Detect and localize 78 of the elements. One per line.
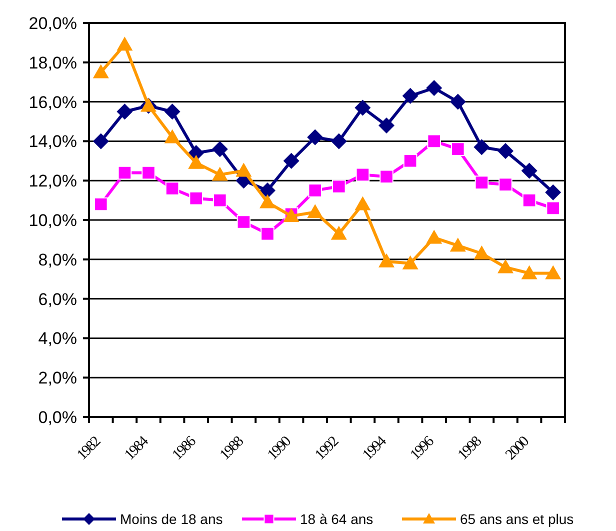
point [378, 117, 394, 134]
point [116, 36, 133, 51]
point [474, 176, 489, 190]
point [402, 255, 418, 270]
point [545, 265, 562, 280]
point [451, 142, 465, 156]
point [164, 129, 180, 144]
x-tick-label: 1994 [360, 433, 390, 464]
x-tick-label: 1982 [74, 434, 104, 464]
point [260, 182, 276, 198]
point [236, 162, 252, 177]
y-tick-label: 6,0% [38, 290, 77, 309]
y-tick-label: 4,0% [38, 329, 77, 348]
point [260, 226, 274, 241]
y-tick-label: 16,0% [28, 92, 77, 112]
point [450, 238, 466, 252]
point [188, 154, 204, 169]
y-tick-label: 12,0% [28, 172, 77, 191]
y-tick-label: 20,0% [28, 14, 77, 33]
point [164, 104, 180, 120]
point [378, 253, 394, 268]
point [330, 226, 347, 240]
point [92, 64, 109, 78]
point [283, 152, 300, 169]
point [450, 94, 466, 110]
point [116, 104, 133, 120]
point [546, 201, 560, 216]
x-tick-label: 1998 [455, 434, 485, 464]
point [307, 129, 324, 146]
legend-label: 65 ans ans et plus [460, 510, 574, 527]
point [212, 141, 228, 158]
x-tick-label: 1988 [217, 434, 247, 464]
point [498, 259, 514, 274]
x-tick-label: 1996 [408, 433, 438, 464]
x-tick-label: 2000 [502, 434, 532, 464]
point [356, 168, 370, 182]
y-tick-label: 2,0% [38, 368, 77, 388]
point [521, 162, 538, 179]
point [142, 166, 156, 180]
point [330, 133, 347, 150]
x-tick-label: 1990 [264, 434, 294, 464]
point [332, 180, 346, 194]
y-tick-label: 8,0% [38, 250, 77, 270]
x-tick-label: 1992 [312, 434, 342, 464]
point [426, 80, 442, 96]
point [92, 133, 109, 150]
point [354, 196, 371, 210]
y-tick-label: 18,0% [28, 53, 77, 72]
point [498, 178, 512, 192]
point [474, 245, 490, 260]
point [189, 191, 203, 206]
point [380, 170, 394, 184]
point [307, 204, 324, 218]
point [474, 139, 490, 156]
point [165, 182, 180, 196]
point [403, 154, 418, 168]
point [213, 193, 227, 208]
point [236, 215, 251, 229]
point [212, 166, 228, 181]
point [260, 194, 276, 208]
point [545, 184, 562, 200]
point [118, 166, 132, 180]
legend-label: Moins de 18 ans [120, 510, 223, 527]
point [308, 184, 322, 198]
y-tick-label: 0,0% [38, 408, 77, 427]
y-tick-label: 14,0% [28, 132, 77, 152]
point [426, 230, 442, 244]
point [354, 100, 371, 116]
point [521, 265, 538, 280]
x-tick-label: 1984 [122, 433, 152, 464]
point [522, 193, 536, 208]
legend-label: 18 à 64 ans [300, 510, 374, 527]
point [94, 197, 108, 212]
point [427, 134, 441, 148]
point [402, 88, 418, 104]
x-tick-label: 1986 [170, 433, 200, 464]
y-tick-label: 10,0% [28, 210, 77, 230]
point [498, 143, 514, 160]
